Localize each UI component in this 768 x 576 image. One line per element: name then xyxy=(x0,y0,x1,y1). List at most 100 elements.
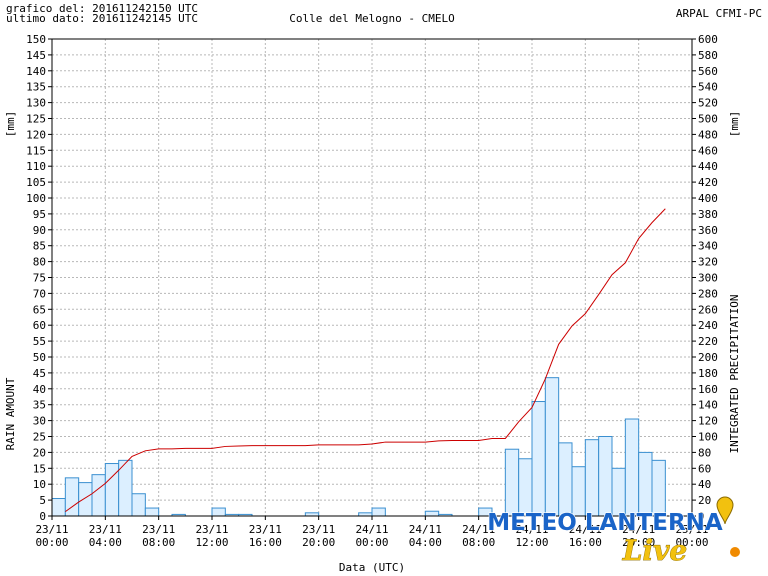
y2-tick-label: 340 xyxy=(698,240,718,253)
header-source: ARPAL CFMI-PC xyxy=(676,7,762,20)
y-tick-label: 150 xyxy=(26,33,46,46)
y2-tick-label: 300 xyxy=(698,272,718,285)
y2-tick-label: 20 xyxy=(698,494,711,507)
y-tick-label: 115 xyxy=(26,144,46,157)
y2-tick-label: 520 xyxy=(698,97,718,110)
bar xyxy=(504,448,520,517)
y2-tick-label: 100 xyxy=(698,431,718,444)
y2-tick-label: 400 xyxy=(698,192,718,205)
y2-tick-label: 480 xyxy=(698,128,718,141)
y-tick-label: 105 xyxy=(26,176,46,189)
y2-tick-label: 240 xyxy=(698,319,718,332)
y-tick-label: 20 xyxy=(33,446,46,459)
y-tick-label: 55 xyxy=(33,335,46,348)
y2-tick-label: 460 xyxy=(698,144,718,157)
plot-area: 0 5 10 15 20 25 30 35 40 45 50 55 60 65 70 75 80 85 90 95 10… xyxy=(26,33,718,549)
y2-tick-label: 440 xyxy=(698,160,718,173)
line xyxy=(65,208,666,513)
bar xyxy=(91,474,106,517)
y2-tick-label: 380 xyxy=(698,208,718,221)
bar xyxy=(144,507,160,517)
y-tick-label: 135 xyxy=(26,81,46,94)
y-tick-label: 35 xyxy=(33,399,46,412)
bar xyxy=(624,418,640,517)
y-axis-label: RAIN AMOUNT xyxy=(4,377,17,450)
y2-tick-label: 0 xyxy=(698,510,705,523)
y-tick-label: 110 xyxy=(26,160,46,173)
y-tick-label: 85 xyxy=(33,240,46,253)
y2-axis-label: INTEGRATED PRECIPITATION xyxy=(728,295,741,454)
watermark: METEO LANTERNA Live xyxy=(487,496,740,567)
y-tick-label: 70 xyxy=(33,287,46,300)
x-tick-label: 24/11 16:00 xyxy=(569,523,602,549)
y-tick-label: 15 xyxy=(33,462,46,475)
plot-frame xyxy=(51,38,693,517)
x-tick-label: 23/11 16:00 xyxy=(249,523,282,549)
y2-unit: [mm] xyxy=(728,111,741,138)
bar xyxy=(531,401,546,517)
y2-tick-label: 200 xyxy=(698,351,718,364)
y2-tick-label: 600 xyxy=(698,33,718,46)
y-tick-label: 95 xyxy=(33,208,46,221)
y2-tick-label: 540 xyxy=(698,81,718,94)
y-tick-label: 125 xyxy=(26,113,46,126)
y2-tick-label: 160 xyxy=(698,383,718,396)
y-tick-label: 60 xyxy=(33,319,46,332)
watermark-text: METEO LANTERNA xyxy=(487,510,723,536)
bar xyxy=(104,463,120,517)
y-tick-label: 145 xyxy=(26,49,46,62)
y-tick-label: 40 xyxy=(33,383,46,396)
header-info: ultimo dato: 201611242145 UTC xyxy=(6,12,198,25)
bar xyxy=(544,377,560,517)
y2-tick-label: 60 xyxy=(698,462,711,475)
y2-tick-label: 420 xyxy=(698,176,718,189)
bar xyxy=(211,507,226,517)
y2-tick-label: 500 xyxy=(698,113,718,126)
y-tick-label: 45 xyxy=(33,367,46,380)
y-tick-label: 10 xyxy=(33,478,46,491)
bar xyxy=(598,436,613,517)
y-tick-label: 140 xyxy=(26,65,46,78)
y-tick-label: 80 xyxy=(33,256,46,269)
x-axis-label: Data (UTC) xyxy=(339,561,405,574)
y2-tick-label: 180 xyxy=(698,367,718,380)
x-tick-label: 23/11 12:00 xyxy=(195,523,228,549)
y2-tick-label: 220 xyxy=(698,335,718,348)
bar xyxy=(518,458,533,517)
bar xyxy=(611,467,626,517)
chart-title: Colle del Melogno - CMELO xyxy=(289,12,455,25)
y-tick-label: 0 xyxy=(39,510,46,523)
y2-tick-label: 560 xyxy=(698,65,718,78)
bar xyxy=(424,510,440,517)
watermark-text: Live xyxy=(622,534,687,567)
y2-tick-label: 40 xyxy=(698,478,711,491)
watermark-pin xyxy=(716,496,734,525)
y2-tick-label: 280 xyxy=(698,287,718,300)
x-tick-label: 24/11 04:00 xyxy=(409,523,442,549)
x-tick-label: 24/11 00:00 xyxy=(355,523,388,549)
y2-tick-label: 360 xyxy=(698,224,718,237)
y-tick-label: 75 xyxy=(33,272,46,285)
y-tick-label: 120 xyxy=(26,128,46,141)
y2-tick-label: 320 xyxy=(698,256,718,269)
y-tick-label: 50 xyxy=(33,351,46,364)
y-tick-label: 100 xyxy=(26,192,46,205)
y-tick-label: 90 xyxy=(33,224,46,237)
bar xyxy=(371,507,386,517)
x-tick-label: 23/11 04:00 xyxy=(89,523,122,549)
watermark-sun xyxy=(730,547,740,557)
y-tick-label: 130 xyxy=(26,97,46,110)
bar xyxy=(131,493,146,517)
y2-tick-label: 580 xyxy=(698,49,718,62)
y2-tick-label: 140 xyxy=(698,399,718,412)
x-tick-label: 23/11 00:00 xyxy=(35,523,68,549)
x-tick-label: 24/11 20:00 xyxy=(622,523,655,549)
x-tick-label: 24/11 08:00 xyxy=(462,523,495,549)
x-tick-label: 24/11 12:00 xyxy=(515,523,548,549)
x-tick-label: 23/11 08:00 xyxy=(142,523,175,549)
x-tick-label: 23/11 20:00 xyxy=(302,523,335,549)
bar xyxy=(51,498,66,517)
x-tick-label: 25/11 00:00 xyxy=(675,523,708,549)
header-info: grafico del: 201611242150 UTC xyxy=(6,2,198,15)
